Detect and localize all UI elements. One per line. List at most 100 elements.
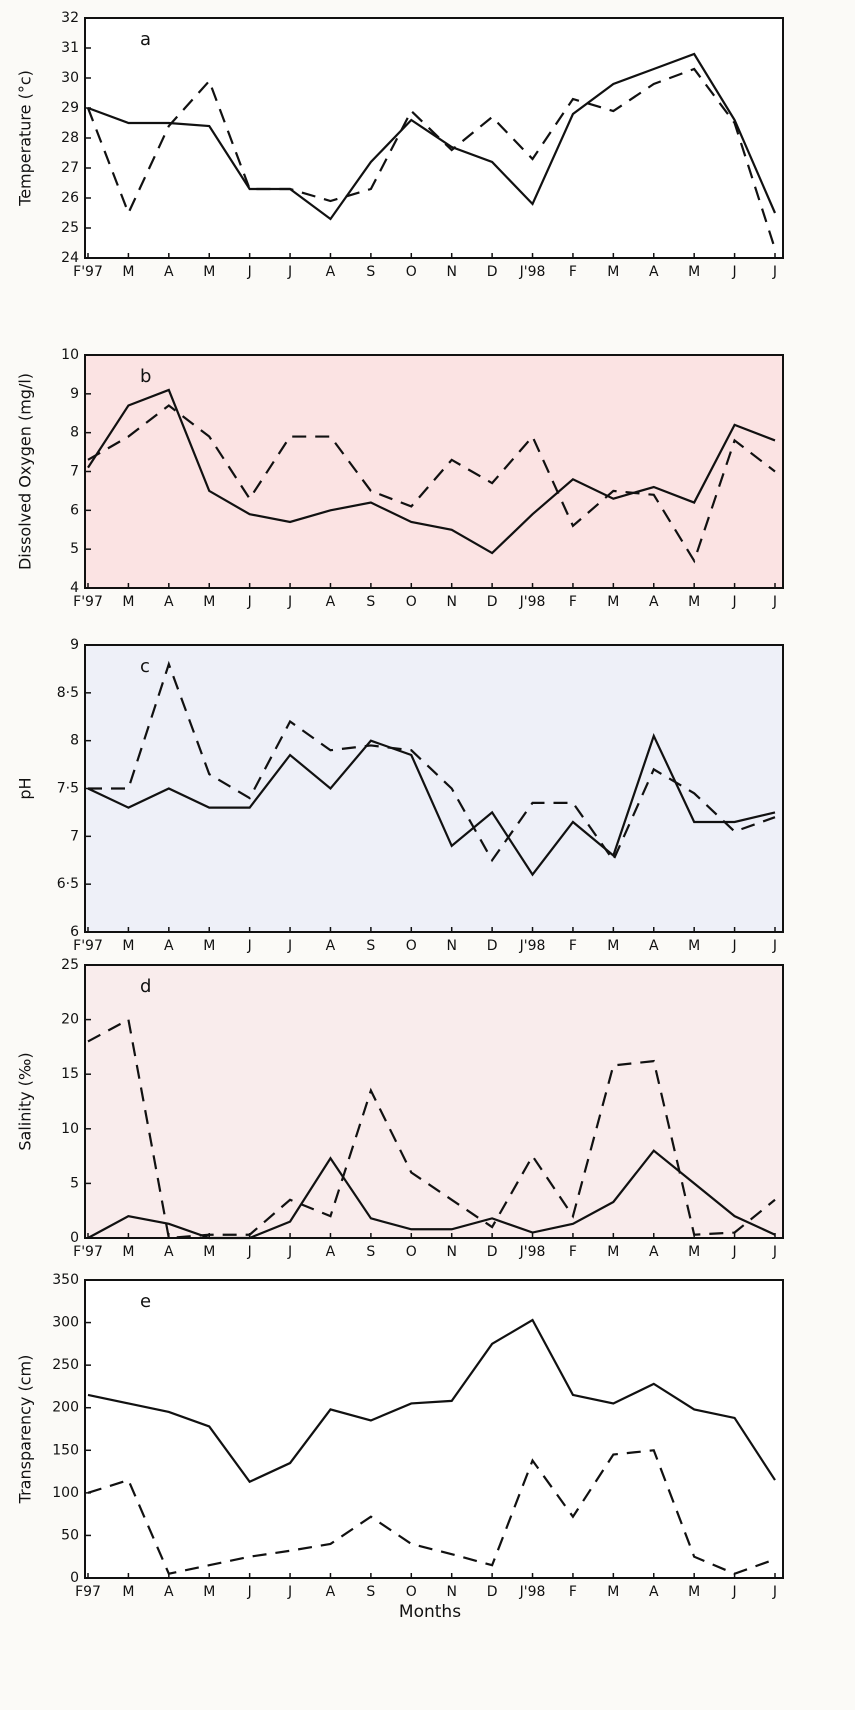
plot-frame (84, 1279, 784, 1579)
x-tick-label: J (287, 264, 292, 280)
data-line (87, 1449, 776, 1576)
y-tick-label: 30 (61, 70, 79, 86)
y-tick-label: 31 (61, 40, 79, 56)
x-tick-label: A (649, 1244, 659, 1260)
x-tick-label: F'97 (73, 264, 103, 280)
y-tick-label: 32 (61, 10, 79, 26)
data-line (87, 732, 776, 877)
y-tick-label: 10 (61, 347, 79, 363)
x-tick-label: M (203, 1244, 215, 1260)
x-tick-label: J'98 (519, 594, 546, 610)
y-tick-label: 15 (61, 1066, 79, 1082)
x-tick-label: F'97 (73, 594, 103, 610)
x-tick-label: M (203, 264, 215, 280)
x-tick-label: D (487, 1244, 498, 1260)
plot-frame (84, 17, 784, 259)
x-tick-label: F'97 (73, 1244, 103, 1260)
x-tick-label: J (247, 264, 252, 280)
x-tick-label: M (688, 264, 700, 280)
x-axis-label: Months (399, 1602, 461, 1622)
y-tick-label: 350 (52, 1272, 79, 1288)
x-tick-label: S (366, 938, 375, 954)
x-tick-label: J (287, 594, 292, 610)
x-tick-label: A (164, 938, 174, 954)
y-axis-label: Salinity (‰) (16, 1052, 35, 1150)
x-tick-label: A (326, 264, 336, 280)
x-tick-label: J'98 (519, 938, 546, 954)
x-tick-label: N (446, 1244, 456, 1260)
y-tick-label: 26 (61, 190, 79, 206)
x-tick-label: M (607, 264, 619, 280)
x-tick-label: J'98 (519, 1244, 546, 1260)
x-tick-label: M (688, 938, 700, 954)
data-line (88, 660, 776, 863)
x-tick-label: J (732, 264, 737, 280)
y-axis-label: Dissolved Oxygen (mg/l) (16, 373, 35, 570)
x-tick-label: A (649, 264, 659, 280)
y-axis-label: pH (16, 777, 35, 799)
plot-area (85, 18, 783, 258)
y-tick-label: 9 (70, 637, 79, 653)
y-tick-label: 10 (61, 1121, 79, 1137)
x-tick-label: A (649, 938, 659, 954)
x-tick-label: D (487, 1584, 498, 1600)
y-tick-label: 25 (61, 957, 79, 973)
x-tick-label: J (247, 1584, 252, 1600)
panel-label: b (140, 366, 151, 387)
y-tick-label: 6 (70, 502, 79, 518)
x-tick-label: M (122, 1244, 134, 1260)
y-tick-label: 24 (61, 250, 79, 266)
x-tick-label: J (247, 938, 252, 954)
x-tick-label: A (164, 594, 174, 610)
x-tick-label: J'98 (519, 264, 546, 280)
y-axis-label: Transparency (cm) (16, 1355, 35, 1505)
x-tick-label: J (732, 594, 737, 610)
x-tick-label: N (446, 938, 456, 954)
panel-label: c (140, 656, 150, 677)
x-tick-label: F97 (75, 1584, 101, 1600)
x-tick-label: F'97 (73, 938, 103, 954)
x-tick-label: J (247, 594, 252, 610)
y-tick-label: 150 (52, 1442, 79, 1458)
x-tick-label: F (569, 594, 577, 610)
data-line (87, 1017, 776, 1240)
x-tick-label: N (446, 264, 456, 280)
y-tick-label: 7 (70, 828, 79, 844)
x-tick-label: O (406, 1584, 417, 1600)
y-tick-label: 8 (70, 733, 79, 749)
x-tick-label: A (326, 594, 336, 610)
panel-label: a (140, 29, 151, 50)
panel-label: e (140, 1291, 151, 1312)
plot-area (85, 645, 783, 932)
x-tick-label: M (203, 594, 215, 610)
x-tick-label: F (569, 938, 577, 954)
y-tick-label: 28 (61, 130, 79, 146)
x-tick-label: D (487, 594, 498, 610)
x-tick-label: M (122, 1584, 134, 1600)
data-line (87, 52, 777, 221)
x-tick-label: F (569, 1244, 577, 1260)
y-tick-label: 7 (70, 464, 79, 480)
x-tick-label: M (122, 264, 134, 280)
x-tick-label: N (446, 594, 456, 610)
x-tick-label: J (772, 938, 777, 954)
y-tick-label: 5 (70, 1175, 79, 1191)
x-tick-label: M (688, 594, 700, 610)
x-tick-label: A (164, 1584, 174, 1600)
x-tick-label: J (732, 1584, 737, 1600)
panel-label: d (140, 976, 151, 997)
x-tick-label: J (732, 938, 737, 954)
y-tick-label: 29 (61, 100, 79, 116)
y-tick-label: 250 (52, 1357, 79, 1373)
x-tick-label: D (487, 264, 498, 280)
x-tick-label: A (164, 1244, 174, 1260)
x-tick-label: A (326, 1584, 336, 1600)
x-tick-label: J (772, 264, 777, 280)
x-tick-label: M (607, 938, 619, 954)
x-tick-label: A (164, 264, 174, 280)
y-axis-label: Temperature (°c) (16, 70, 35, 207)
y-tick-label: 6 (70, 924, 79, 940)
x-tick-label: A (649, 594, 659, 610)
x-tick-label: O (406, 264, 417, 280)
